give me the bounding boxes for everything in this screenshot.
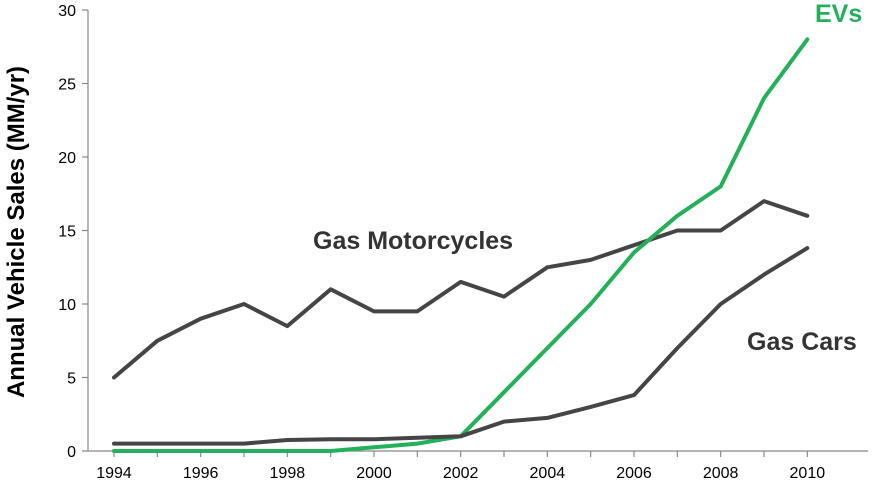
- y-tick-label: 10: [58, 297, 76, 314]
- x-tick-label: 1996: [183, 465, 219, 482]
- x-tick-label: 1998: [270, 465, 306, 482]
- y-tick-label: 5: [67, 371, 76, 388]
- x-tick-label: 2004: [530, 465, 566, 482]
- x-tick-label: 2008: [703, 465, 739, 482]
- series-line-gas-motorcycles: [112, 199, 810, 380]
- x-tick-label: 2010: [790, 465, 826, 482]
- x-tick-label: 2006: [616, 465, 652, 482]
- series-label-gas-motorcycles: Gas Motorcycles: [313, 227, 513, 255]
- series-line-gas-cars: [112, 246, 810, 446]
- series-label-gas-cars: Gas Cars: [747, 328, 857, 356]
- series-label-evs: EVs: [815, 0, 862, 28]
- axes: 0 5 10 15 20 25 30 1994 1996 1998 2000 2002 2004 2006…: [58, 3, 868, 482]
- y-tick-label: 30: [58, 3, 76, 20]
- x-tick-label: 1994: [96, 465, 132, 482]
- series-labels: Gas Motorcycles EVs Gas Cars: [313, 0, 862, 356]
- y-tick-label: 25: [58, 77, 76, 94]
- x-tick-label: 2000: [356, 465, 392, 482]
- y-tick-label: 20: [58, 150, 76, 167]
- y-tick-label: 15: [58, 224, 76, 241]
- series-lines: [112, 37, 810, 453]
- y-axis-title: Annual Vehicle Sales (MM/yr): [3, 66, 30, 398]
- y-tick-label: 0: [67, 444, 76, 461]
- x-tick-label: 2002: [443, 465, 479, 482]
